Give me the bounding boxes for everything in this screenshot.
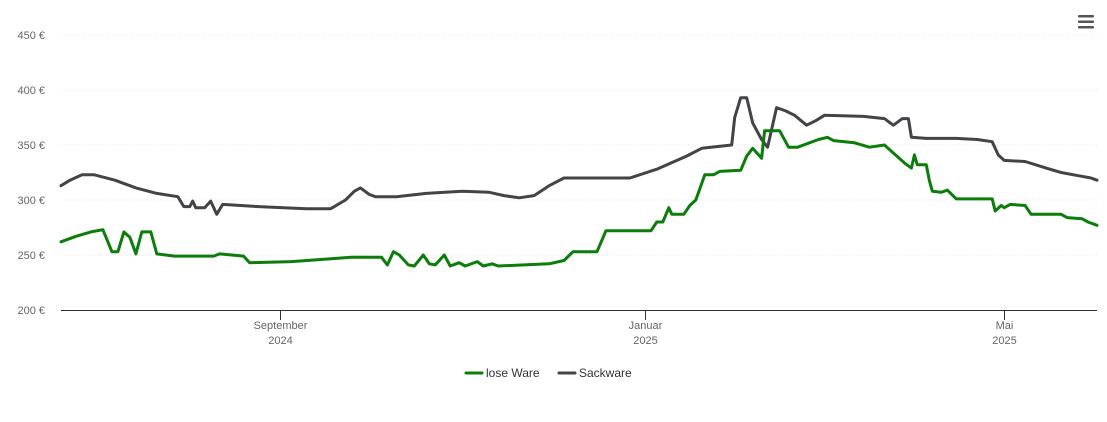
series-line-sackware[interactable]	[59, 96, 1099, 216]
x-tick-label-month: Mai	[996, 320, 1014, 332]
series-line-lose-ware[interactable]	[59, 129, 1099, 268]
y-tick-label: 300 €	[17, 195, 45, 207]
y-tick-label: 400 €	[17, 85, 45, 97]
y-axis-labels: 200 € 250 € 300 € 350 € 400 € 450 €	[17, 30, 45, 317]
y-tick-label: 350 €	[17, 140, 45, 152]
legend-item-lose-ware[interactable]: lose Ware	[464, 366, 540, 380]
y-tick-label: 250 €	[17, 250, 45, 262]
legend: lose Ware Sackware	[464, 366, 632, 380]
legend-item-sackware[interactable]: Sackware	[557, 366, 632, 380]
x-tick-label-year: 2024	[268, 335, 292, 347]
x-tick-label-year: 2025	[992, 335, 1016, 347]
legend-label: lose Ware	[486, 366, 540, 380]
x-axis-labels: September 2024 Januar 2025 Mai 2025	[254, 310, 1017, 347]
legend-label: Sackware	[579, 366, 632, 380]
x-tick-label-month: Januar	[629, 320, 663, 332]
chart-menu-icon[interactable]	[1078, 15, 1094, 29]
y-tick-label: 450 €	[17, 30, 45, 42]
x-tick-label-month: September	[254, 320, 308, 332]
x-tick-label-year: 2025	[633, 335, 657, 347]
grid-lines	[61, 34, 1097, 256]
y-tick-label: 200 €	[17, 305, 45, 317]
series-lines	[59, 96, 1099, 268]
